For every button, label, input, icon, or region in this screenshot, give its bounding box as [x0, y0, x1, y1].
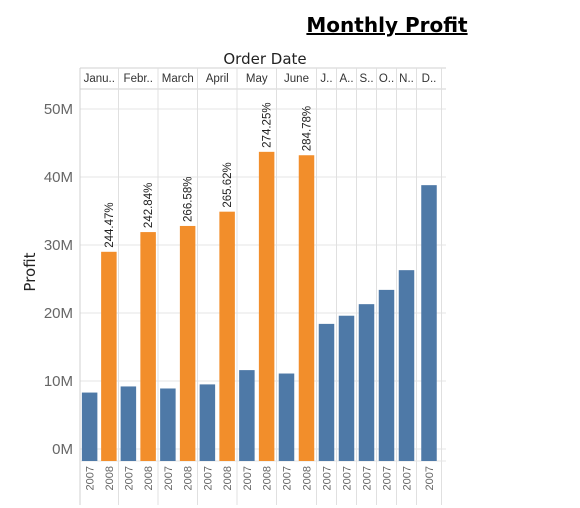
percent-label: 244.47% — [104, 202, 116, 247]
year-label: 2007 — [424, 466, 436, 490]
bar-june-2008 — [298, 155, 315, 462]
year-label: 2008 — [302, 466, 314, 490]
bar-o-2007 — [378, 289, 395, 461]
bar-march-2007 — [160, 388, 176, 461]
percent-label: 274.25% — [262, 102, 274, 147]
year-label: 2007 — [282, 466, 294, 490]
year-label: 2007 — [362, 466, 374, 490]
bar-j-2007 — [318, 323, 335, 461]
bar-d-2007 — [421, 185, 437, 461]
month-label: Janu.. — [84, 73, 115, 85]
y-tick-label: 40M — [44, 169, 73, 186]
percent-label: 265.62% — [222, 162, 234, 207]
bar-april-2008 — [219, 211, 235, 461]
year-label: 2008 — [262, 466, 274, 490]
bar-janu-2008 — [101, 251, 117, 461]
bar-s-2007 — [358, 304, 375, 461]
month-label: O.. — [379, 73, 394, 85]
year-label: 2007 — [322, 466, 334, 490]
y-tick-label: 30M — [44, 237, 73, 254]
month-label: N.. — [399, 73, 414, 85]
bar-a-2007 — [338, 315, 355, 461]
month-label: S.. — [359, 73, 373, 85]
y-tick-label: 0M — [52, 441, 73, 458]
bar-janu-2007 — [81, 392, 98, 461]
year-label: 2007 — [242, 466, 254, 490]
year-label: 2008 — [222, 466, 234, 490]
y-axis-title: Profit — [21, 252, 39, 291]
percent-label: 266.58% — [183, 177, 195, 222]
year-label: 2008 — [143, 466, 155, 490]
column-header: Order Date — [223, 50, 306, 68]
bar-may-2007 — [239, 370, 255, 461]
year-label: 2007 — [342, 466, 354, 490]
year-label: 2008 — [104, 466, 116, 490]
month-label: April — [206, 73, 229, 85]
chart-title: Monthly Profit — [306, 13, 468, 37]
month-label: A.. — [339, 73, 353, 85]
year-label: 2008 — [183, 466, 195, 490]
year-label: 2007 — [202, 466, 214, 490]
month-label: J.. — [320, 73, 332, 85]
y-tick-label: 10M — [44, 373, 73, 390]
y-tick-label: 20M — [44, 305, 73, 322]
month-label: D.. — [422, 73, 437, 85]
labels: 0M 10M 20M 30M 40M 50M Janu.. 2007 2008 244.47% Fe… — [44, 73, 437, 490]
bar-febr-2007 — [120, 386, 137, 461]
percent-label: 284.78% — [302, 106, 314, 151]
year-label: 2007 — [85, 466, 97, 490]
y-tick-label: 50M — [44, 101, 73, 118]
year-label: 2007 — [123, 466, 135, 490]
month-label: May — [246, 73, 268, 85]
month-label: Febr.. — [124, 73, 153, 85]
bar-n-2007 — [398, 270, 415, 461]
year-label: 2007 — [382, 466, 394, 490]
bar-june-2007 — [278, 373, 295, 461]
year-label: 2007 — [163, 466, 175, 490]
year-label: 2007 — [402, 466, 414, 490]
bar-febr-2008 — [140, 232, 156, 461]
bar-april-2007 — [199, 384, 216, 461]
bars — [81, 151, 437, 462]
month-label: June — [284, 73, 309, 85]
bar-may-2008 — [258, 151, 275, 461]
month-label: March — [162, 73, 194, 85]
percent-label: 242.84% — [143, 183, 155, 228]
bar-march-2008 — [179, 225, 196, 461]
